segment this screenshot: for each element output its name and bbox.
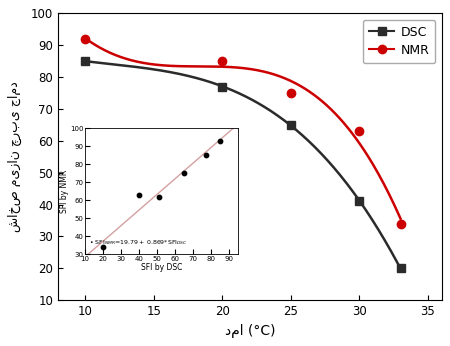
X-axis label: دما (°C): دما (°C): [225, 324, 275, 338]
Y-axis label: شاخص میزان چربی جامد: شاخص میزان چربی جامد: [9, 81, 22, 232]
Legend: DSC, NMR: DSC, NMR: [363, 20, 436, 63]
